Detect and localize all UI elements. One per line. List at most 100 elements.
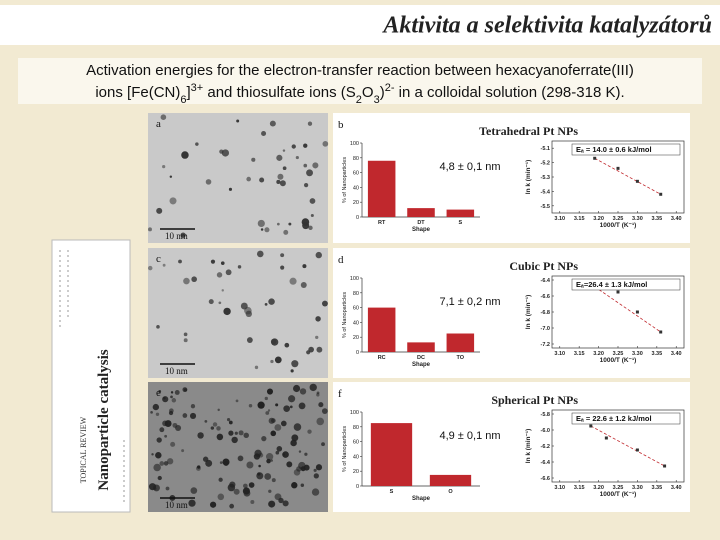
plot-label: f <box>338 388 342 400</box>
nanoparticle <box>315 316 321 322</box>
nanoparticle <box>156 325 160 329</box>
nanoparticle <box>309 198 316 204</box>
nanoparticle <box>321 300 328 307</box>
x-axis-label: Shape <box>412 227 431 233</box>
energy-annotation: Eₐ = 14.0 ± 0.6 kJ/mol <box>576 145 652 154</box>
y-tick-label: 100 <box>350 410 359 416</box>
nanoparticle <box>270 430 277 437</box>
y-tick-label: -5.4 <box>541 189 551 195</box>
caption-part: 6 <box>180 94 186 106</box>
x-tick-label: 3.15 <box>574 351 585 357</box>
y-axis-label: ln k (min⁻¹) <box>525 160 532 194</box>
nanoparticle <box>204 419 208 423</box>
point <box>616 290 620 294</box>
y-tick-label: 0 <box>356 215 359 221</box>
x-axis-label: 1000/T (K⁻¹) <box>600 222 637 229</box>
nanoparticle <box>229 503 235 509</box>
nanoparticle <box>228 430 234 436</box>
nanoparticle <box>246 461 254 469</box>
y-tick-label: -6.4 <box>541 278 551 284</box>
nanoparticle <box>147 265 153 271</box>
nanoparticle <box>309 383 317 392</box>
y-axis-label: % of Nanoparticles <box>342 157 348 203</box>
y-tick-label: -7.2 <box>541 342 550 348</box>
energy-annotation: Eₐ = 22.6 ± 1.2 kJ/mol <box>576 414 652 423</box>
caption-line: ions [Fe(CN)6]3+ and thiosulfate ions (S… <box>95 82 624 106</box>
nanoparticle <box>180 232 186 238</box>
nanoparticle <box>164 434 168 438</box>
nanoparticle <box>246 176 251 182</box>
y-tick-label: 80 <box>353 291 359 297</box>
nanoparticle <box>155 452 162 459</box>
nanoparticle <box>276 154 283 161</box>
point <box>635 310 639 314</box>
book-label: TOPICAL REVIEW <box>79 416 88 483</box>
slide-title: Aktivita a selektivita katalyzátorů <box>381 13 712 39</box>
bar <box>367 160 396 217</box>
nanoparticle <box>163 396 166 400</box>
y-tick-label: -5.1 <box>541 146 550 152</box>
nanoparticle <box>264 396 268 401</box>
bar <box>367 307 396 352</box>
annotation-box <box>571 278 681 291</box>
nanoparticle <box>300 282 307 288</box>
nanoparticle <box>181 449 185 453</box>
nanoparticle <box>289 277 297 285</box>
nanoparticle <box>265 453 274 461</box>
nanoparticle <box>183 332 188 337</box>
nanoparticle <box>291 482 298 489</box>
nanoparticle <box>260 228 264 231</box>
nanoparticle <box>170 391 174 394</box>
nanoparticle <box>259 177 265 183</box>
y-tick-label: 0 <box>356 350 359 356</box>
nanoparticle <box>266 458 271 464</box>
caption-part: and thiosulfate ions (S <box>203 84 356 101</box>
x-tick-label: 3.40 <box>671 216 682 222</box>
x-tick-label: 3.30 <box>632 216 643 222</box>
nanoparticle <box>266 388 274 395</box>
nanoparticle <box>228 420 233 425</box>
nanoparticle <box>302 264 307 269</box>
x-tick-label: 3.25 <box>613 485 624 491</box>
energy-annotation: Eₐ=26.4 ± 1.3 kJ/mol <box>576 280 647 289</box>
y-tick-label: 20 <box>353 335 359 341</box>
nanoparticle <box>269 120 276 127</box>
x-tick-label: 3.20 <box>593 485 604 491</box>
bar <box>407 342 435 352</box>
x-tick-label: 3.20 <box>593 216 604 222</box>
nanoparticle <box>170 441 176 447</box>
y-tick-label: -6.6 <box>541 294 550 300</box>
nanoparticle <box>318 402 324 408</box>
nanoparticle <box>257 401 265 409</box>
point <box>659 192 663 196</box>
image-label: a <box>156 118 161 130</box>
y-tick-label: -5.5 <box>541 204 550 210</box>
nanoparticle <box>216 433 224 441</box>
caption-part: O <box>362 84 374 101</box>
nanoparticle <box>183 388 188 392</box>
chart-title: Cubic Pt NPs <box>509 259 578 273</box>
point <box>663 464 667 468</box>
x-tick-label: 3.35 <box>651 351 662 357</box>
nanoparticle <box>274 356 282 364</box>
x-tick-label: DC <box>417 355 425 361</box>
nanoparticle <box>298 402 306 410</box>
y-tick-label: 40 <box>353 185 359 191</box>
nanoparticle <box>183 338 188 343</box>
nanoparticle <box>238 430 244 436</box>
nanoparticle <box>219 149 224 154</box>
fit-line <box>590 425 665 467</box>
nanoparticle <box>308 225 313 230</box>
nanoparticle <box>280 420 287 427</box>
nanoparticle <box>321 408 328 414</box>
x-axis-label: Shape <box>412 362 431 368</box>
y-tick-label: 60 <box>353 171 359 177</box>
nanoparticle <box>290 439 297 447</box>
nanoparticle <box>299 388 307 395</box>
x-tick-label: 3.10 <box>554 351 565 357</box>
y-tick-label: 80 <box>353 425 359 431</box>
nanoparticle <box>148 227 152 232</box>
x-tick-label: 3.25 <box>613 216 624 222</box>
nanoparticle <box>268 489 272 493</box>
nanoparticle <box>275 403 279 407</box>
